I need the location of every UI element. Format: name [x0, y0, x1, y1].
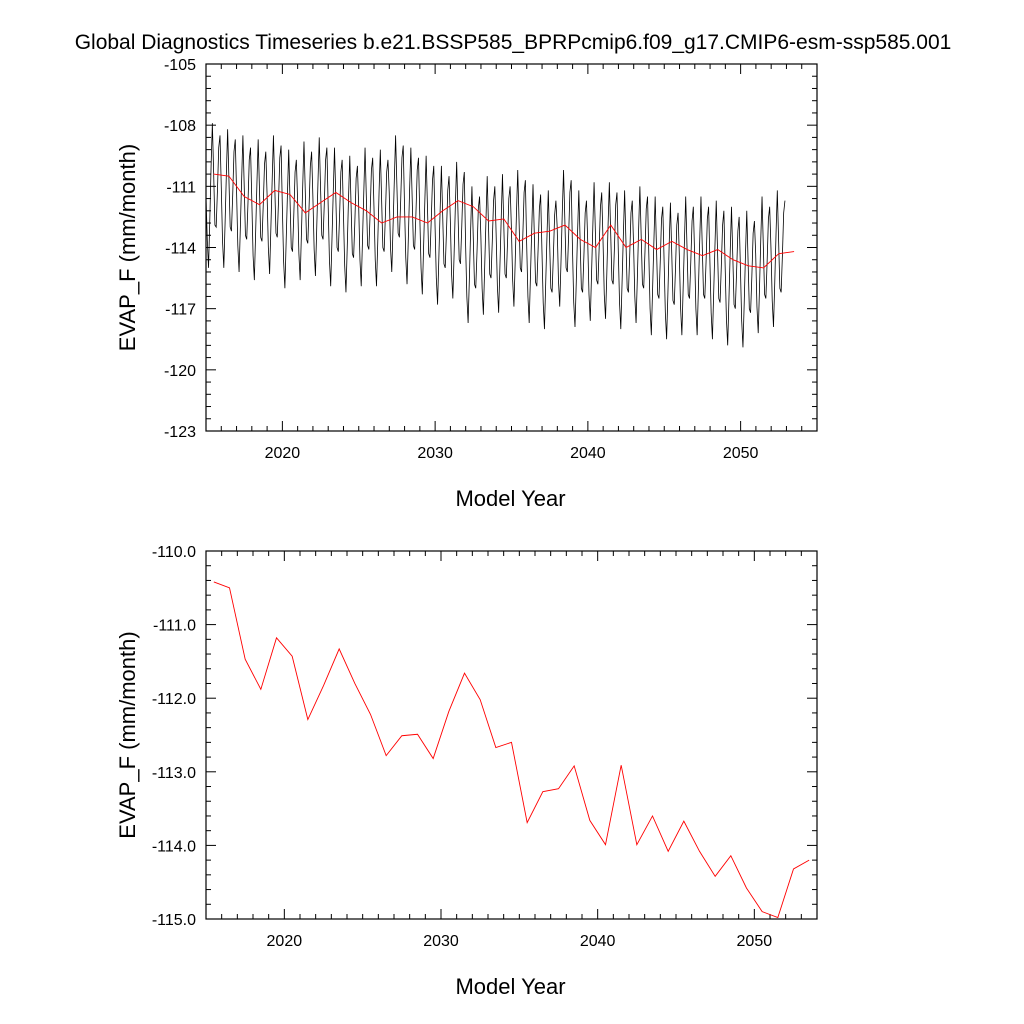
x-axis-label: Model Year	[455, 974, 565, 999]
x-tick-label: 2030	[417, 445, 453, 462]
plot-frame	[205, 550, 818, 920]
x-tick-label: 2050	[723, 445, 759, 462]
top-panel-timeseries: 2020 2030 2040 2050 -123 -120 -117 -114 -111 -108…	[115, 57, 818, 511]
y-tick-label: -113.0	[152, 765, 196, 782]
annual-mean-line	[213, 581, 810, 919]
monthly-series-line	[206, 123, 786, 348]
y-tick-label: -108	[164, 118, 196, 135]
x-axis-label: Model Year	[455, 486, 565, 511]
x-tick-label: 2040	[570, 445, 606, 462]
y-tick-label: -114.0	[152, 838, 196, 855]
figure-title: Global Diagnostics Timeseries b.e21.BSSP…	[75, 31, 952, 54]
y-tick-label: -115.0	[152, 912, 196, 929]
y-tick-label: -114	[165, 241, 196, 258]
y-tick-label: -120	[164, 363, 196, 380]
x-tick-label: 2040	[580, 933, 616, 950]
x-tick-label: 2050	[737, 933, 773, 950]
bottom-panel-annual-mean: 2020 2030 2040 2050 -115.0 -114.0 -113.0 -112.0…	[115, 544, 818, 999]
y-tick-label: -111.0	[153, 618, 196, 635]
y-tick-label: -110.0	[152, 544, 196, 561]
y-tick-label: -105	[164, 57, 196, 74]
y-tick-label: -112.0	[152, 691, 196, 708]
annual-mean-line	[213, 173, 795, 269]
y-tick-label: -117	[165, 302, 196, 319]
x-tick-label: 2030	[423, 933, 459, 950]
x-tick-label: 2020	[265, 445, 301, 462]
y-axis-label: EVAP_F (mm/month)	[115, 631, 140, 838]
x-tick-label: 2020	[267, 933, 303, 950]
y-tick-label: -111	[166, 179, 196, 196]
y-tick-label: -123	[164, 424, 196, 441]
y-axis-label: EVAP_F (mm/month)	[115, 144, 140, 351]
